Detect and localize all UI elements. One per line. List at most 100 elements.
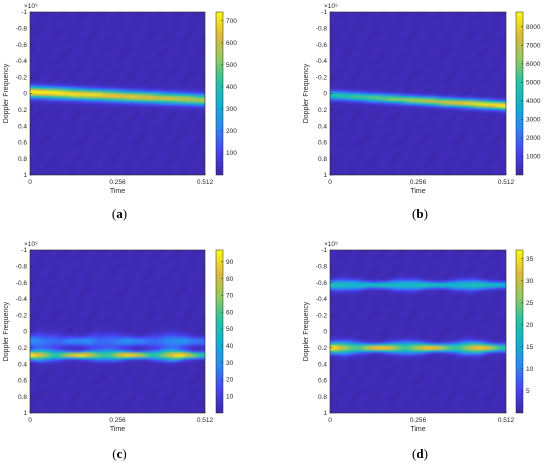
y-axis-label: Doppler Frequency	[303, 63, 310, 123]
heatmap-panel-d: -1-0.8-0.6-0.4-0.200.20.40.60.810 0.256 0.…	[303, 241, 534, 461]
y-tick-label: -0.2	[316, 312, 328, 319]
heatmap-image	[30, 12, 205, 175]
y-tick-label: -0.6	[316, 42, 328, 49]
y-tick-label: -0.2	[316, 74, 328, 81]
y-axis-label: Doppler Frequency	[3, 301, 10, 361]
panel-caption: (c)	[112, 446, 126, 461]
y-tick-label: -0.2	[16, 74, 28, 81]
colorbar-tick-label: 5	[526, 388, 530, 395]
y-tick-label: 0.8	[18, 156, 27, 163]
y-tick-label: 1	[23, 172, 27, 179]
colorbar-tick-label: 30	[226, 360, 234, 367]
x-tick-label: 0.256	[410, 417, 427, 424]
y-tick-label: 0.6	[18, 378, 27, 385]
panel-caption: (d)	[412, 446, 428, 461]
colorbar-tick-label: 1000	[526, 154, 541, 161]
colorbar-tick-label: 400	[226, 84, 237, 91]
x-axis-label: Time	[110, 426, 125, 433]
colorbar-tick-label: 300	[226, 106, 237, 113]
colorbar-tick-label: 700	[226, 18, 237, 25]
colorbar-tick-label: 90	[226, 259, 234, 266]
y-tick-label: 0.4	[18, 361, 27, 368]
colorbar-tick-label: 5000	[526, 80, 541, 87]
colorbar-tick-label: 4000	[526, 98, 541, 105]
y-tick-label: 0.2	[18, 345, 27, 352]
colorbar-tick-label: 30	[526, 278, 534, 285]
y-tick-label: 0.4	[318, 123, 327, 130]
y-tick-label: 0	[323, 329, 327, 336]
x-tick-label: 0.512	[498, 417, 515, 424]
y-tick-label: -0.8	[16, 264, 28, 271]
y-tick-label: 0.4	[318, 361, 327, 368]
x-tick-label: 0.512	[197, 179, 214, 186]
colorbar-tick-label: 25	[526, 300, 534, 307]
y-tick-label: -1	[321, 247, 327, 254]
colorbar-tick-label: 20	[226, 377, 234, 384]
y-tick-label: 0.6	[318, 140, 327, 147]
x-tick-label: 0	[328, 179, 332, 186]
x-tick-label: 0	[28, 417, 32, 424]
y-tick-label: -0.6	[16, 42, 28, 49]
colorbar-tick-label: 100	[226, 150, 237, 157]
y-tick-label: -0.8	[16, 26, 28, 33]
colorbar-tick-label: 50	[226, 326, 234, 333]
y-tick-label: 1	[323, 410, 327, 417]
colorbar-tick-label: 7000	[526, 43, 541, 50]
colorbar-tick-label: 35	[526, 256, 534, 263]
y-tick-label: -0.8	[316, 264, 328, 271]
y-tick-label: 0.6	[318, 378, 327, 385]
y-tick-label: -0.4	[16, 296, 28, 303]
y-tick-label: -1	[21, 9, 27, 16]
colorbar-tick-label: 8000	[526, 24, 541, 31]
colorbar-tick-label: 60	[226, 309, 234, 316]
x-tick-label: 0.512	[197, 417, 214, 424]
y-axis-label: Doppler Frequency	[3, 63, 10, 123]
colorbar	[515, 249, 524, 414]
y-tick-label: -0.2	[16, 312, 28, 319]
colorbar-tick-label: 40	[226, 343, 234, 350]
x-tick-label: 0.256	[109, 179, 126, 186]
y-tick-label: -0.4	[316, 296, 328, 303]
y-tick-label: 0.2	[18, 107, 27, 114]
y-tick-label: 0	[23, 329, 27, 336]
colorbar-tick-label: 70	[226, 293, 234, 300]
colorbar-tick-label: 2000	[526, 135, 541, 142]
panel-caption-letter: a	[116, 206, 123, 221]
y-tick-label: 0.6	[18, 140, 27, 147]
colorbar	[515, 11, 524, 176]
y-tick-label: -1	[321, 9, 327, 16]
y-tick-label: 0.4	[18, 123, 27, 130]
colorbar-tick-label: 200	[226, 128, 237, 135]
panel-caption-letter: d	[416, 446, 424, 461]
x-tick-label: 0.256	[109, 417, 126, 424]
heatmap-panel-b: -1-0.8-0.6-0.4-0.200.20.40.60.810 0.256 0.…	[303, 3, 541, 221]
y-tick-label: 1	[323, 172, 327, 179]
panel-caption-letter: b	[416, 206, 423, 221]
panel-caption: (b)	[412, 206, 428, 221]
colorbar-tick-label: 3000	[526, 117, 541, 124]
y-tick-label: -1	[21, 247, 27, 254]
y-tick-label: 0.8	[318, 156, 327, 163]
y-axis-exponent: ×10⁹	[24, 241, 38, 248]
x-tick-label: 0.256	[410, 179, 427, 186]
x-axis-label: Time	[110, 188, 125, 195]
y-tick-label: 0.2	[318, 345, 327, 352]
colorbar-tick-label: 15	[526, 344, 534, 351]
y-axis-exponent: ×10⁹	[324, 241, 338, 248]
x-axis-label: Time	[410, 188, 425, 195]
colorbar	[215, 249, 224, 414]
colorbar	[215, 11, 224, 176]
y-tick-label: 1	[23, 410, 27, 417]
colorbar-tick-label: 10	[526, 366, 534, 373]
y-tick-label: -0.8	[316, 26, 328, 33]
heatmap-image	[30, 250, 205, 413]
y-axis-exponent: ×10⁹	[24, 3, 38, 10]
panel-caption: (a)	[112, 206, 127, 221]
heatmap-image	[330, 250, 506, 413]
y-tick-label: -0.4	[16, 58, 28, 65]
panel-caption-letter: c	[117, 446, 123, 461]
y-tick-label: 0	[323, 91, 327, 98]
y-axis-label: Doppler Frequency	[303, 301, 310, 361]
y-tick-label: -0.6	[316, 280, 328, 287]
